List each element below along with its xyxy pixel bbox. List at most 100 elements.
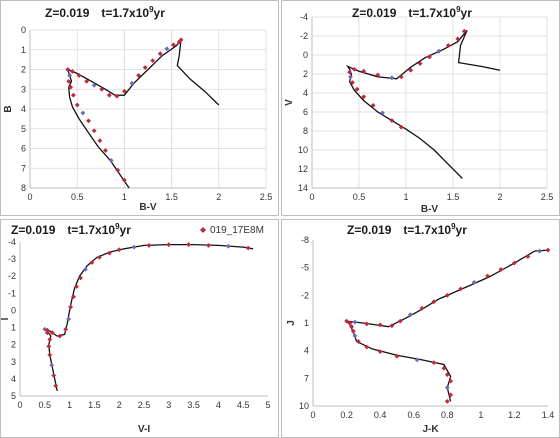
data-point <box>375 72 381 78</box>
data-point <box>142 65 148 70</box>
data-point <box>67 73 73 78</box>
x-tick-label: 3 <box>166 400 171 410</box>
data-point <box>53 383 59 389</box>
data-point <box>63 326 69 332</box>
data-point <box>347 69 352 75</box>
x-tick-label: 2.5 <box>541 192 554 202</box>
data-point <box>377 349 383 354</box>
data-point <box>131 244 137 250</box>
x-tick-label: 1.5 <box>447 192 460 202</box>
data-point <box>398 74 404 80</box>
data-point <box>97 138 103 143</box>
x-tick-label: 1 <box>67 400 72 410</box>
data-point <box>91 82 97 88</box>
x-axis-label: B-V <box>421 204 439 215</box>
x-tick-label: 0.2 <box>340 410 353 420</box>
panel-frame <box>281 219 560 438</box>
data-point <box>364 344 370 350</box>
y-tick-label: 5 <box>11 391 16 401</box>
data-point <box>431 360 437 366</box>
data-point <box>68 304 73 310</box>
y-tick-label: 10 <box>299 401 309 411</box>
y-tick-label: -2 <box>8 271 16 281</box>
y-tick-label: 4 <box>303 88 308 98</box>
data-point <box>347 320 353 326</box>
y-tick-label: -1 <box>8 288 16 298</box>
data-point <box>106 250 112 256</box>
y-tick-label: -4 <box>8 237 16 247</box>
x-axis-label: B-V <box>139 202 157 213</box>
panel-frame <box>0 0 279 216</box>
data-point <box>78 275 83 281</box>
x-tick-label: 2.5 <box>138 400 151 410</box>
legend-label: 019_17E8M <box>210 225 264 236</box>
data-point <box>84 78 90 84</box>
y-tick-label: 1 <box>11 323 16 333</box>
y-tick-label: 14 <box>298 183 308 193</box>
data-point <box>350 328 356 334</box>
y-tick-label: 2 <box>303 69 308 79</box>
data-point <box>380 110 385 116</box>
data-point <box>458 286 464 292</box>
x-tick-label: 0.4 <box>374 410 387 420</box>
y-tick-label: 1 <box>304 318 309 328</box>
x-tick-label: 4 <box>216 400 221 410</box>
data-point <box>398 124 404 130</box>
data-point <box>80 110 86 116</box>
y-tick-label: 10 <box>298 145 308 155</box>
data-point <box>99 86 105 92</box>
y-tick-label: -5 <box>301 263 309 273</box>
data-point <box>355 339 361 344</box>
y-tick-label: 3 <box>21 84 26 94</box>
data-point <box>389 323 395 329</box>
data-point <box>47 337 53 342</box>
data-point <box>349 324 355 330</box>
data-point <box>186 242 192 247</box>
x-axis-label: V-I <box>138 424 150 435</box>
data-point <box>344 318 349 324</box>
x-tick-label: 1.5 <box>88 400 101 410</box>
data-point <box>66 316 72 322</box>
data-point <box>417 61 423 66</box>
y-tick-label: 1 <box>21 45 26 55</box>
x-tick-label: 4.5 <box>237 400 250 410</box>
data-point <box>361 68 367 74</box>
data-point <box>89 260 95 265</box>
data-point <box>348 74 353 80</box>
data-point <box>66 78 72 84</box>
y-tick-label: 2 <box>21 65 26 75</box>
data-point <box>245 245 251 251</box>
data-point <box>116 247 122 253</box>
x-tick-label: 3.5 <box>187 400 200 410</box>
data-point <box>436 48 442 54</box>
x-tick-label: 5 <box>265 400 270 410</box>
data-point <box>350 80 355 85</box>
chart-title: Z=0.019 t=1.7x109yr <box>352 5 472 20</box>
data-point <box>419 305 425 311</box>
data-point <box>444 385 450 390</box>
data-point <box>352 333 358 339</box>
data-point <box>68 84 73 90</box>
x-tick-label: 2.5 <box>260 192 273 202</box>
y-tick-label: -3 <box>8 254 16 264</box>
x-axis-label: J-K <box>422 424 439 435</box>
data-point <box>206 243 211 248</box>
data-point <box>86 118 91 124</box>
data-point <box>455 36 461 42</box>
x-tick-label: 0.5 <box>71 192 84 202</box>
data-point <box>377 322 383 328</box>
data-point <box>441 365 447 371</box>
y-tick-label: 4 <box>21 104 26 114</box>
x-tick-label: 0 <box>27 192 32 202</box>
data-point <box>157 51 163 57</box>
data-point <box>445 43 451 48</box>
x-tick-label: 1.5 <box>165 192 178 202</box>
data-point <box>96 255 102 260</box>
data-point <box>178 37 184 43</box>
data-point <box>136 73 141 78</box>
x-tick-label: 1 <box>478 410 483 420</box>
